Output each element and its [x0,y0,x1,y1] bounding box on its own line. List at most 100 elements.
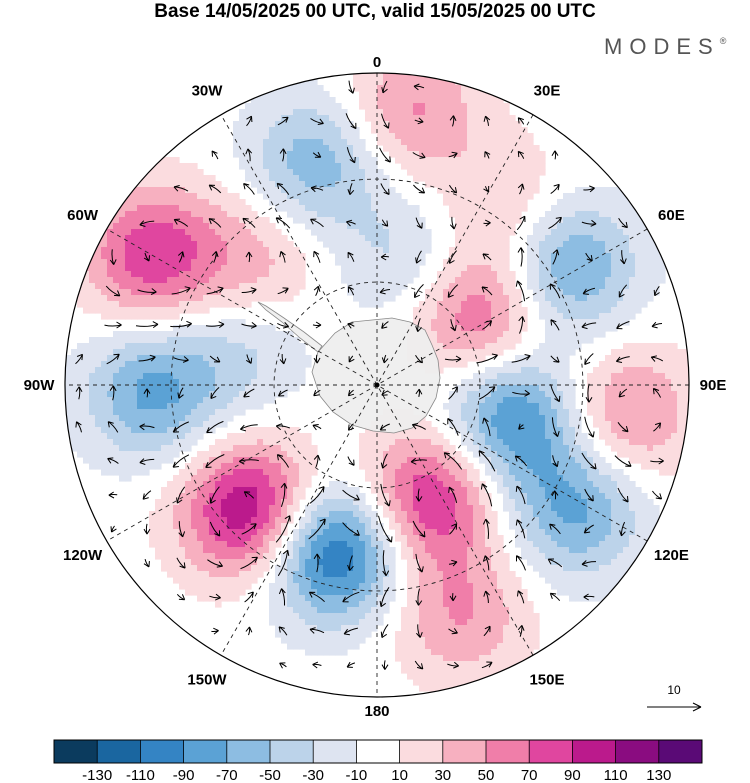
field-cell [623,433,630,440]
field-cell [509,457,516,464]
field-cell [575,439,582,446]
field-cell [245,511,252,518]
field-cell [257,145,264,152]
field-cell [293,361,300,368]
field-cell [359,283,366,290]
field-cell [347,121,354,128]
field-cell [575,211,582,218]
field-cell [215,379,222,386]
field-cell [557,439,564,446]
field-cell [359,211,366,218]
field-cell [575,307,582,314]
field-cell [209,301,216,308]
field-cell [101,355,108,362]
field-cell [293,271,300,278]
field-cell [443,97,450,104]
field-cell [635,439,642,446]
field-cell [569,427,576,434]
field-cell [203,217,210,224]
field-cell [233,121,240,128]
field-cell [101,349,108,356]
field-cell [557,253,564,260]
field-cell [149,253,156,260]
field-cell [119,361,126,368]
field-cell [413,169,420,176]
field-cell [173,163,180,170]
field-cell [425,487,432,494]
field-cell [635,361,642,368]
field-cell [431,325,438,332]
field-cell [539,373,546,380]
field-cell [179,247,186,254]
field-cell [101,283,108,290]
field-cell [587,283,594,290]
field-cell [611,295,618,302]
field-cell [449,145,456,152]
field-cell [383,493,390,500]
field-cell [425,301,432,308]
field-cell [491,457,498,464]
field-cell [461,307,468,314]
field-cell [407,163,414,170]
field-cell [401,451,408,458]
field-cell [353,499,360,506]
field-cell [449,499,456,506]
field-cell [131,361,138,368]
field-cell [563,325,570,332]
field-cell [209,421,216,428]
field-cell [167,505,174,512]
field-cell [593,211,600,218]
field-cell [419,463,426,470]
field-cell [659,367,666,374]
field-cell [239,451,246,458]
field-cell [191,307,198,314]
field-cell [461,403,468,410]
field-cell [533,481,540,488]
field-cell [533,457,540,464]
field-cell [497,205,504,212]
field-cell [161,505,168,512]
field-cell [431,481,438,488]
field-cell [647,289,654,296]
field-cell [317,91,324,98]
field-cell [449,97,456,104]
field-cell [317,145,324,152]
field-cell [437,463,444,470]
field-cell [503,403,510,410]
field-cell [197,517,204,524]
field-cell [383,103,390,110]
field-cell [419,235,426,242]
field-cell [437,163,444,170]
field-cell [563,217,570,224]
field-cell [269,271,276,278]
field-cell [653,343,660,350]
field-cell [449,133,456,140]
field-cell [347,241,354,248]
field-cell [299,451,306,458]
field-cell [119,301,126,308]
field-cell [539,421,546,428]
field-cell [521,445,528,452]
field-cell [443,91,450,98]
field-cell [557,247,564,254]
field-cell [197,457,204,464]
field-cell [347,511,354,518]
field-cell [401,505,408,512]
field-cell [395,253,402,260]
field-cell [233,517,240,524]
field-cell [215,505,222,512]
field-cell [479,415,486,422]
field-cell [77,409,84,416]
field-cell [71,397,78,404]
field-cell [341,139,348,146]
field-cell [599,229,606,236]
field-cell [527,403,534,410]
field-cell [239,385,246,392]
field-cell [233,343,240,350]
field-cell [281,259,288,266]
field-cell [419,481,426,488]
field-cell [149,373,156,380]
field-cell [221,265,228,272]
field-cell [317,133,324,140]
field-cell [155,289,162,296]
